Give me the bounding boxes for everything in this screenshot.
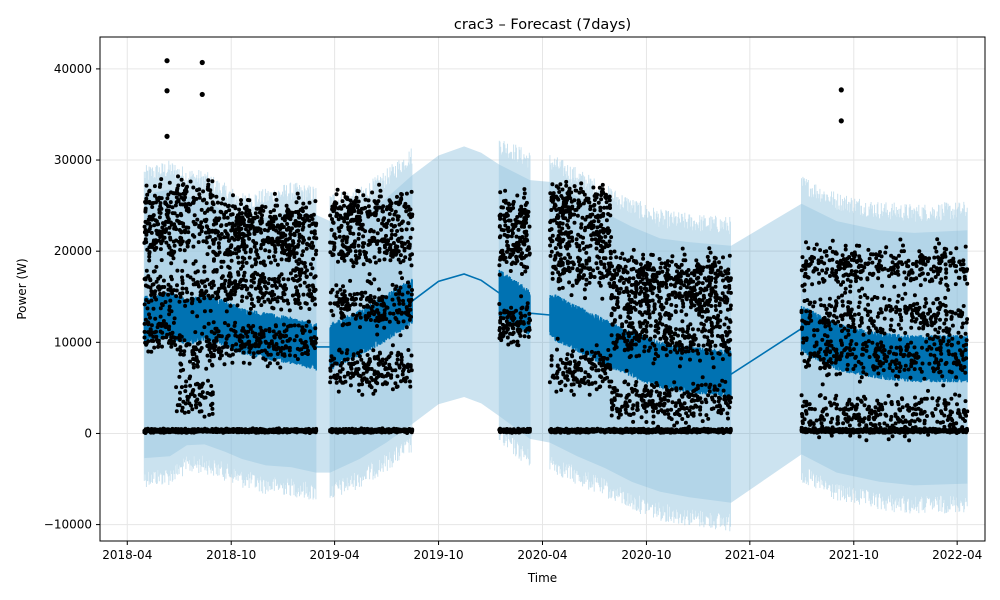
x-tick-label: 2021-04 [725, 548, 775, 562]
x-axis-ticks: 2018-04 2018-10 2019-04 2019-10 2020-04 2020-… [102, 541, 982, 562]
x-tick-label: 2018-04 [102, 548, 152, 562]
observations [142, 58, 970, 443]
y-axis-ticks: −10000 0 10000 20000 30000 40000 [44, 62, 100, 532]
x-tick-label: 2018-10 [206, 548, 256, 562]
observation-outlier [164, 133, 170, 139]
x-tick-label: 2019-10 [413, 548, 463, 562]
observation-points [211, 191, 319, 435]
y-tick-label: 0 [84, 426, 92, 440]
observation-points [173, 174, 216, 435]
y-tick-label: 30000 [54, 153, 92, 167]
y-tick-label: 20000 [54, 244, 92, 258]
observation-outlier [164, 88, 170, 94]
x-tick-label: 2021-10 [829, 548, 879, 562]
observation-segment [142, 58, 177, 435]
x-tick-label: 2022-04 [932, 548, 982, 562]
observation-segment [547, 179, 614, 435]
observation-outlier [838, 87, 844, 93]
observation-points [328, 182, 415, 435]
observation-segment [609, 246, 733, 435]
observation-points [142, 177, 177, 435]
y-tick-label: 10000 [54, 335, 92, 349]
observation-segment [799, 87, 970, 443]
observation-points [799, 237, 970, 443]
x-axis-label: Time [527, 571, 557, 585]
x-tick-label: 2019-04 [310, 548, 360, 562]
observation-segment [211, 191, 319, 435]
chart-title: crac3 – Forecast (7days) [454, 17, 631, 33]
y-tick-label: −10000 [44, 518, 92, 532]
observation-outlier [164, 58, 170, 64]
observation-outlier [838, 118, 844, 124]
y-tick-label: 40000 [54, 62, 92, 76]
observation-segment [173, 59, 216, 435]
x-tick-label: 2020-04 [517, 548, 567, 562]
observation-points [609, 246, 733, 435]
observation-segment [497, 187, 532, 435]
observation-segment [328, 182, 415, 435]
x-tick-label: 2020-10 [621, 548, 671, 562]
observation-points [497, 187, 532, 435]
observation-outlier [199, 59, 205, 66]
y-axis-label: Power (W) [15, 258, 29, 319]
observation-points [547, 179, 614, 435]
observation-outlier [199, 91, 205, 98]
